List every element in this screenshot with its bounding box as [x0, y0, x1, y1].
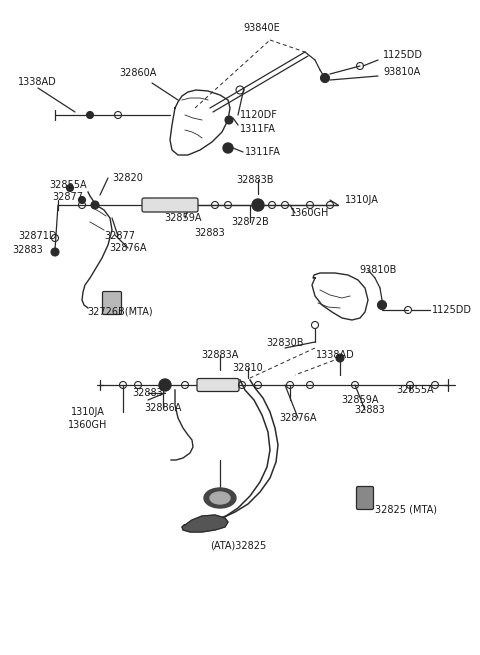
- Text: 32810: 32810: [233, 363, 264, 373]
- Text: 32877: 32877: [105, 231, 135, 241]
- Text: 32886A: 32886A: [144, 403, 182, 413]
- Text: 32883B: 32883B: [236, 175, 274, 185]
- Text: 1311FA: 1311FA: [240, 124, 276, 134]
- Text: 32883: 32883: [132, 388, 163, 398]
- Text: 32860A: 32860A: [120, 68, 156, 78]
- Circle shape: [91, 201, 99, 209]
- FancyBboxPatch shape: [357, 487, 373, 510]
- Circle shape: [51, 248, 59, 256]
- Circle shape: [321, 73, 329, 83]
- Text: 32855A: 32855A: [49, 180, 87, 190]
- Ellipse shape: [204, 488, 236, 508]
- Text: 32820: 32820: [113, 173, 144, 183]
- Text: 1311FA: 1311FA: [245, 147, 281, 157]
- FancyBboxPatch shape: [197, 379, 239, 392]
- Text: 1125DD: 1125DD: [383, 50, 423, 60]
- Text: 93810A: 93810A: [383, 67, 420, 77]
- Text: 32883: 32883: [194, 228, 226, 238]
- Text: 32859A: 32859A: [164, 213, 202, 223]
- Text: 1120DF: 1120DF: [240, 110, 278, 120]
- Text: 32855A: 32855A: [396, 385, 434, 395]
- Text: 32830B: 32830B: [266, 338, 304, 348]
- Text: 1360GH: 1360GH: [290, 208, 329, 218]
- FancyBboxPatch shape: [103, 291, 121, 314]
- Circle shape: [252, 199, 264, 211]
- Circle shape: [377, 301, 386, 310]
- Text: 1360GH: 1360GH: [68, 420, 108, 430]
- Text: 93840E: 93840E: [244, 23, 280, 33]
- Text: 32872B: 32872B: [231, 217, 269, 227]
- Text: 32726B(MTA): 32726B(MTA): [87, 307, 153, 317]
- Circle shape: [225, 116, 233, 124]
- Text: 1338AD: 1338AD: [18, 77, 57, 87]
- Circle shape: [67, 185, 73, 191]
- Text: 1338AD: 1338AD: [316, 350, 354, 360]
- Text: 1310JA: 1310JA: [71, 407, 105, 417]
- Text: 93810B: 93810B: [360, 265, 396, 275]
- Text: 32883A: 32883A: [201, 350, 239, 360]
- Text: 32825 (MTA): 32825 (MTA): [375, 505, 437, 515]
- Text: 32883: 32883: [355, 405, 385, 415]
- Text: 32877: 32877: [52, 192, 84, 202]
- Text: 32876A: 32876A: [279, 413, 317, 423]
- Text: 32859A: 32859A: [341, 395, 379, 405]
- Ellipse shape: [210, 492, 230, 504]
- Circle shape: [223, 143, 233, 153]
- Text: 32871D: 32871D: [19, 231, 57, 241]
- Circle shape: [86, 111, 94, 119]
- Polygon shape: [182, 515, 228, 532]
- Text: 1310JA: 1310JA: [345, 195, 379, 205]
- Text: 32876A: 32876A: [109, 243, 147, 253]
- Text: (ATA)32825: (ATA)32825: [210, 540, 266, 550]
- Circle shape: [79, 196, 85, 204]
- Circle shape: [159, 379, 171, 391]
- Circle shape: [336, 354, 344, 362]
- Text: 32883: 32883: [12, 245, 43, 255]
- Text: 1125DD: 1125DD: [432, 305, 472, 315]
- FancyBboxPatch shape: [142, 198, 198, 212]
